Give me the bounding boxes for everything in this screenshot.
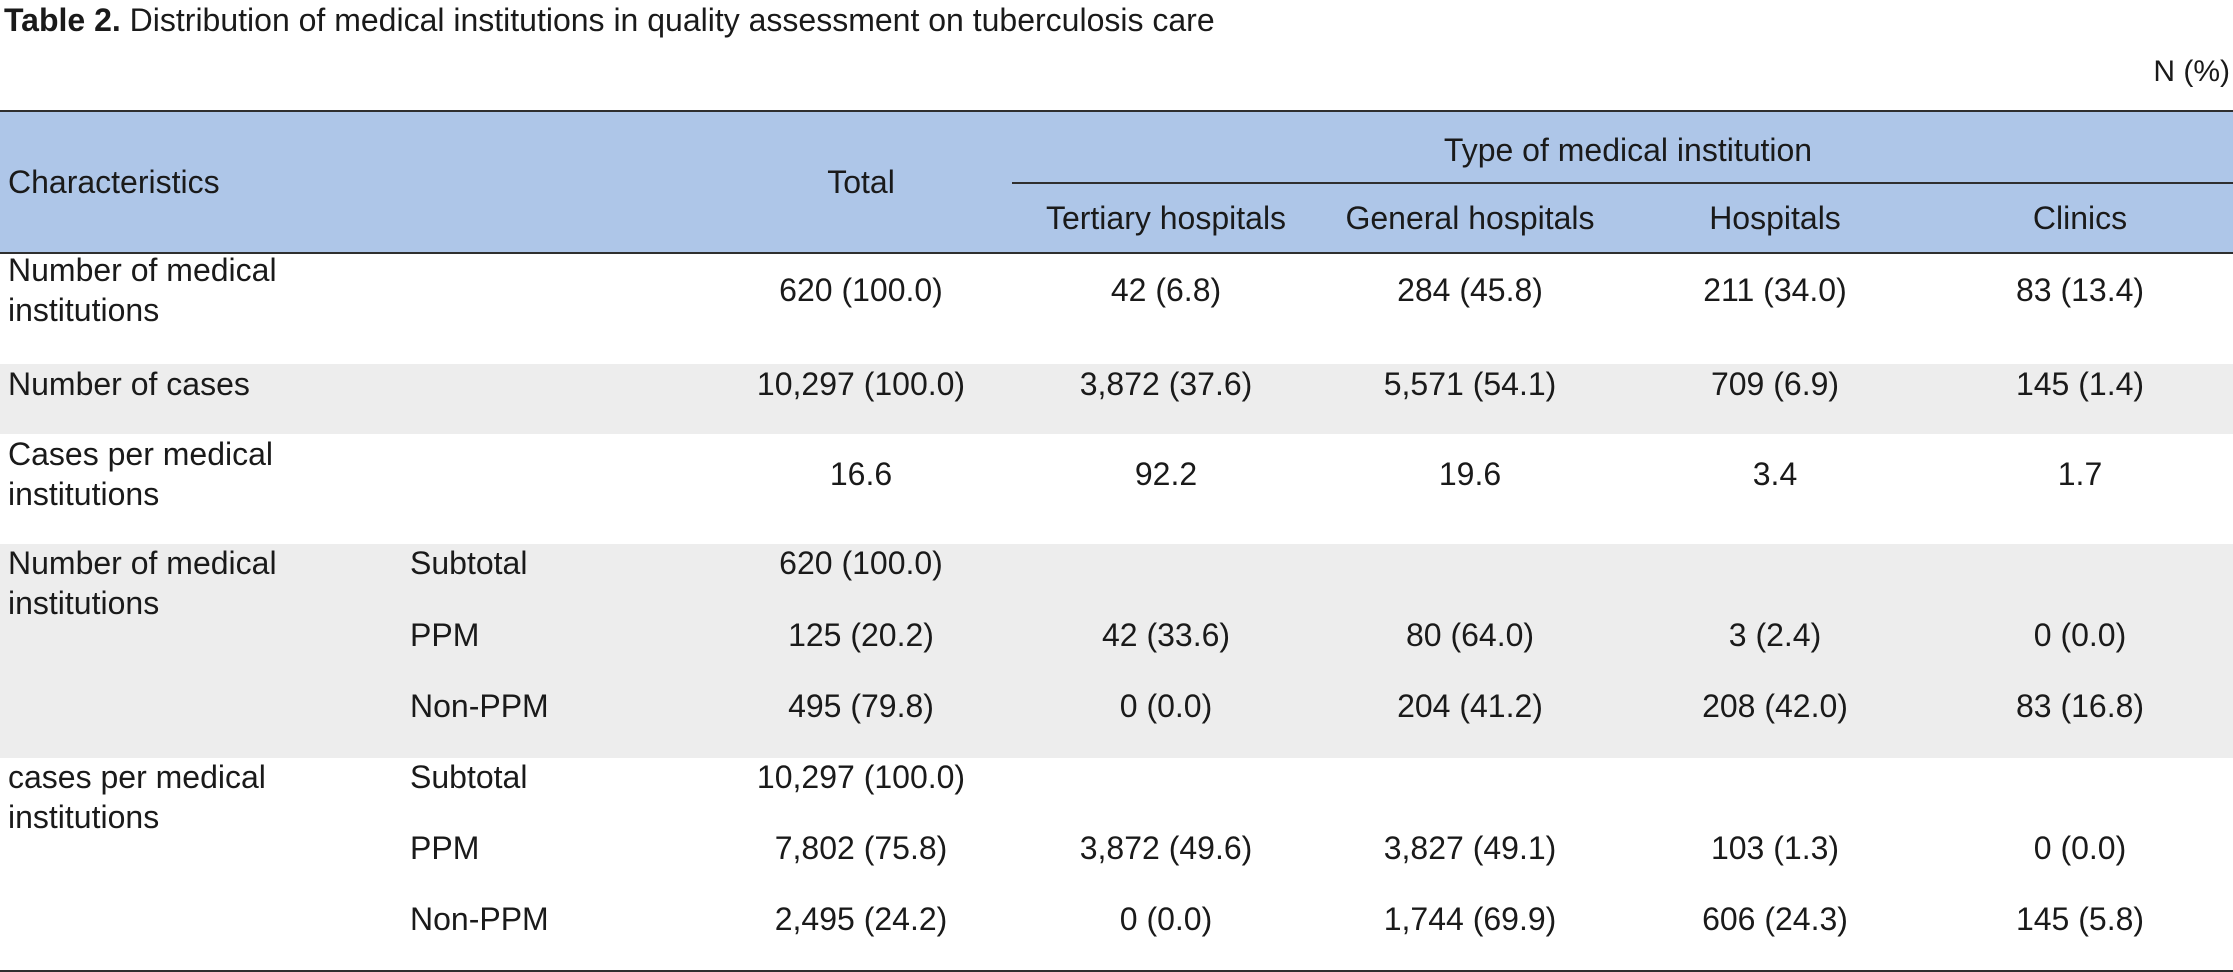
table-cell: 3,872 (37.6) bbox=[1079, 366, 1253, 402]
row-label: institutions bbox=[8, 585, 160, 621]
table-cell: 83 (13.4) bbox=[2015, 272, 2145, 308]
row-label: Number of medical bbox=[8, 545, 277, 581]
row-label: institutions bbox=[8, 476, 160, 512]
table-row-band bbox=[0, 544, 2233, 758]
row-sublabel: Subtotal bbox=[410, 545, 528, 581]
table-cell: 145 (5.8) bbox=[2015, 901, 2145, 937]
row-sublabel: Subtotal bbox=[410, 759, 528, 795]
header-characteristics: Characteristics bbox=[8, 164, 220, 200]
table-cell: 620 (100.0) bbox=[779, 545, 943, 581]
row-sublabel: PPM bbox=[410, 617, 480, 653]
table-header: Characteristics Total Type of medical in… bbox=[0, 110, 2233, 254]
row-label: institutions bbox=[8, 292, 160, 328]
table-cell: 42 (33.6) bbox=[1101, 617, 1231, 653]
table-cell: 3,827 (49.1) bbox=[1383, 830, 1557, 866]
table-cell: 103 (1.3) bbox=[1710, 830, 1840, 866]
table-cell: 92.2 bbox=[1134, 456, 1198, 492]
table-cell: 5,571 (54.1) bbox=[1383, 366, 1557, 402]
table-cell: 7,802 (75.8) bbox=[774, 830, 948, 866]
table-cell: 0 (0.0) bbox=[1119, 688, 1213, 724]
row-label: Cases per medical bbox=[8, 436, 273, 472]
row-label: cases per medical bbox=[8, 759, 266, 795]
table-cell: 145 (1.4) bbox=[2015, 366, 2145, 402]
table-cell: 709 (6.9) bbox=[1710, 366, 1840, 402]
table-cell: 10,297 (100.0) bbox=[756, 759, 966, 795]
table-cell: 42 (6.8) bbox=[1110, 272, 1222, 308]
table-cell: 16.6 bbox=[829, 456, 893, 492]
table-cell: 125 (20.2) bbox=[788, 617, 934, 653]
table-cell: 620 (100.0) bbox=[779, 272, 943, 308]
table-cell: 204 (41.2) bbox=[1397, 688, 1543, 724]
table-cell: 495 (79.8) bbox=[788, 688, 934, 724]
table-cell: 83 (16.8) bbox=[2015, 688, 2145, 724]
table-cell: 3 (2.4) bbox=[1728, 617, 1822, 653]
table-cell: 284 (45.8) bbox=[1397, 272, 1543, 308]
header-subrule bbox=[1012, 182, 2233, 184]
header-total: Total bbox=[827, 164, 895, 200]
header-general: General hospitals bbox=[1345, 200, 1595, 236]
header-tertiary: Tertiary hospitals bbox=[1045, 200, 1287, 236]
table-cell: 10,297 (100.0) bbox=[756, 366, 966, 402]
table-cell: 1,744 (69.9) bbox=[1383, 901, 1557, 937]
header-clinics: Clinics bbox=[2032, 200, 2128, 236]
header-hospitals: Hospitals bbox=[1709, 200, 1841, 236]
table-title: Table 2. Distribution of medical institu… bbox=[4, 0, 1215, 40]
table-cell: 3,872 (49.6) bbox=[1079, 830, 1253, 866]
table-cell: 606 (24.3) bbox=[1702, 901, 1848, 937]
table-cell: 208 (42.0) bbox=[1702, 688, 1848, 724]
table-bottom-rule bbox=[0, 970, 2233, 972]
table-row-band bbox=[0, 364, 2233, 434]
row-label: Number of cases bbox=[8, 366, 250, 402]
unit-label: N (%) bbox=[2153, 55, 2230, 88]
table-cell: 211 (34.0) bbox=[1703, 272, 1847, 308]
table-caption: Distribution of medical institutions in … bbox=[129, 2, 1215, 38]
row-label: institutions bbox=[8, 799, 160, 835]
table-cell: 1.7 bbox=[2057, 456, 2103, 492]
row-sublabel: Non-PPM bbox=[410, 688, 549, 724]
header-type-group: Type of medical institution bbox=[1443, 132, 1813, 168]
row-label: Number of medical bbox=[8, 252, 277, 288]
table-cell: 80 (64.0) bbox=[1405, 617, 1535, 653]
table-row-band bbox=[0, 434, 2233, 544]
table-cell: 0 (0.0) bbox=[2033, 830, 2127, 866]
table-cell: 0 (0.0) bbox=[2033, 617, 2127, 653]
row-sublabel: PPM bbox=[410, 830, 480, 866]
table-cell: 19.6 bbox=[1438, 456, 1502, 492]
table-cell: 3.4 bbox=[1752, 456, 1798, 492]
table-number: Table 2. bbox=[4, 2, 121, 38]
table-cell: 2,495 (24.2) bbox=[774, 901, 948, 937]
row-sublabel: Non-PPM bbox=[410, 901, 549, 937]
table-cell: 0 (0.0) bbox=[1119, 901, 1213, 937]
